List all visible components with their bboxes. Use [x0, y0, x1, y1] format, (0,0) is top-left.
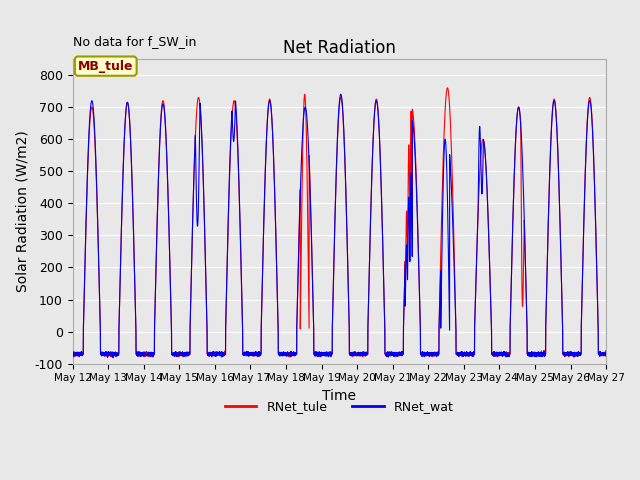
Line: RNet_tule: RNet_tule [73, 88, 606, 357]
RNet_wat [474, 221, 481, 227]
Line: RNet_wat: RNet_wat [73, 94, 606, 358]
RNet_wat [602, 350, 610, 356]
Y-axis label: Solar Radiation (W/m2): Solar Radiation (W/m2) [15, 131, 29, 292]
RNet_tule [474, 221, 481, 227]
RNet_tule [69, 349, 77, 355]
Text: MB_tule: MB_tule [78, 60, 134, 72]
RNet_tule [459, 351, 467, 357]
RNet_tule [321, 353, 329, 359]
Title: Net Radiation: Net Radiation [283, 39, 396, 58]
RNet_wat [109, 355, 117, 360]
RNet_tule [385, 354, 392, 360]
RNet_wat [580, 223, 588, 228]
RNet_wat [337, 91, 345, 97]
RNet_wat [459, 351, 467, 357]
RNet_wat [69, 350, 77, 356]
RNet_tule [444, 85, 451, 91]
RNet_tule [602, 350, 610, 356]
RNet_tule [580, 221, 588, 227]
Legend: RNet_tule, RNet_wat: RNet_tule, RNet_wat [220, 396, 458, 419]
RNet_tule [573, 353, 581, 359]
RNet_wat [321, 349, 329, 355]
X-axis label: Time: Time [323, 389, 356, 403]
RNet_wat [573, 352, 581, 358]
RNet_tule [250, 353, 258, 359]
Text: No data for f_SW_in: No data for f_SW_in [73, 35, 196, 48]
RNet_wat [250, 351, 258, 357]
